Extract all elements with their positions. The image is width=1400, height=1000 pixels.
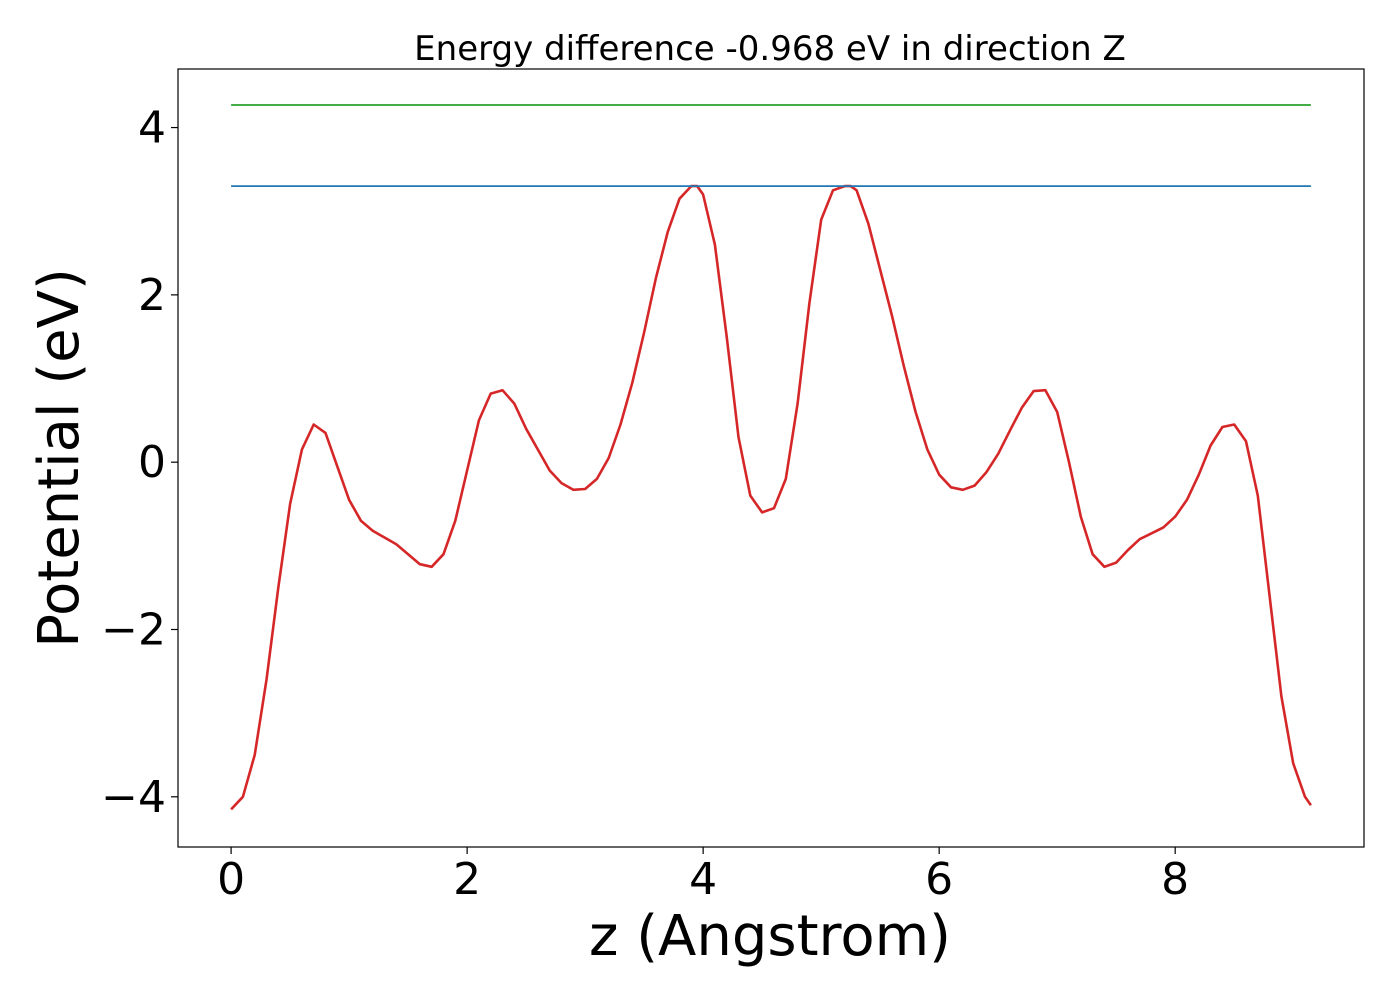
series-layer: [230, 104, 1312, 811]
x-tick-label: 8: [1161, 854, 1189, 905]
y-tick-label: −2: [101, 604, 166, 655]
x-tick-label: 4: [689, 854, 717, 905]
y-tick-label: −4: [101, 772, 166, 823]
series-line-0: [230, 184, 1312, 811]
plot-frame: [177, 68, 1365, 848]
y-tick-label: 4: [138, 103, 166, 154]
y-axis-title: Potential (eV): [27, 268, 92, 648]
x-tick-label: 0: [217, 854, 245, 905]
x-axis-title: z (Angstrom): [589, 904, 951, 969]
x-tick-label: 6: [925, 854, 953, 905]
y-tick-label: 0: [138, 437, 166, 488]
chart-title: Energy difference -0.968 eV in direction…: [414, 29, 1126, 69]
y-axis: −4 −2 0 2 4: [101, 103, 178, 823]
x-axis: 0 2 4 6 8: [217, 847, 1189, 905]
y-tick-label: 2: [138, 270, 166, 321]
x-tick-label: 2: [453, 854, 481, 905]
